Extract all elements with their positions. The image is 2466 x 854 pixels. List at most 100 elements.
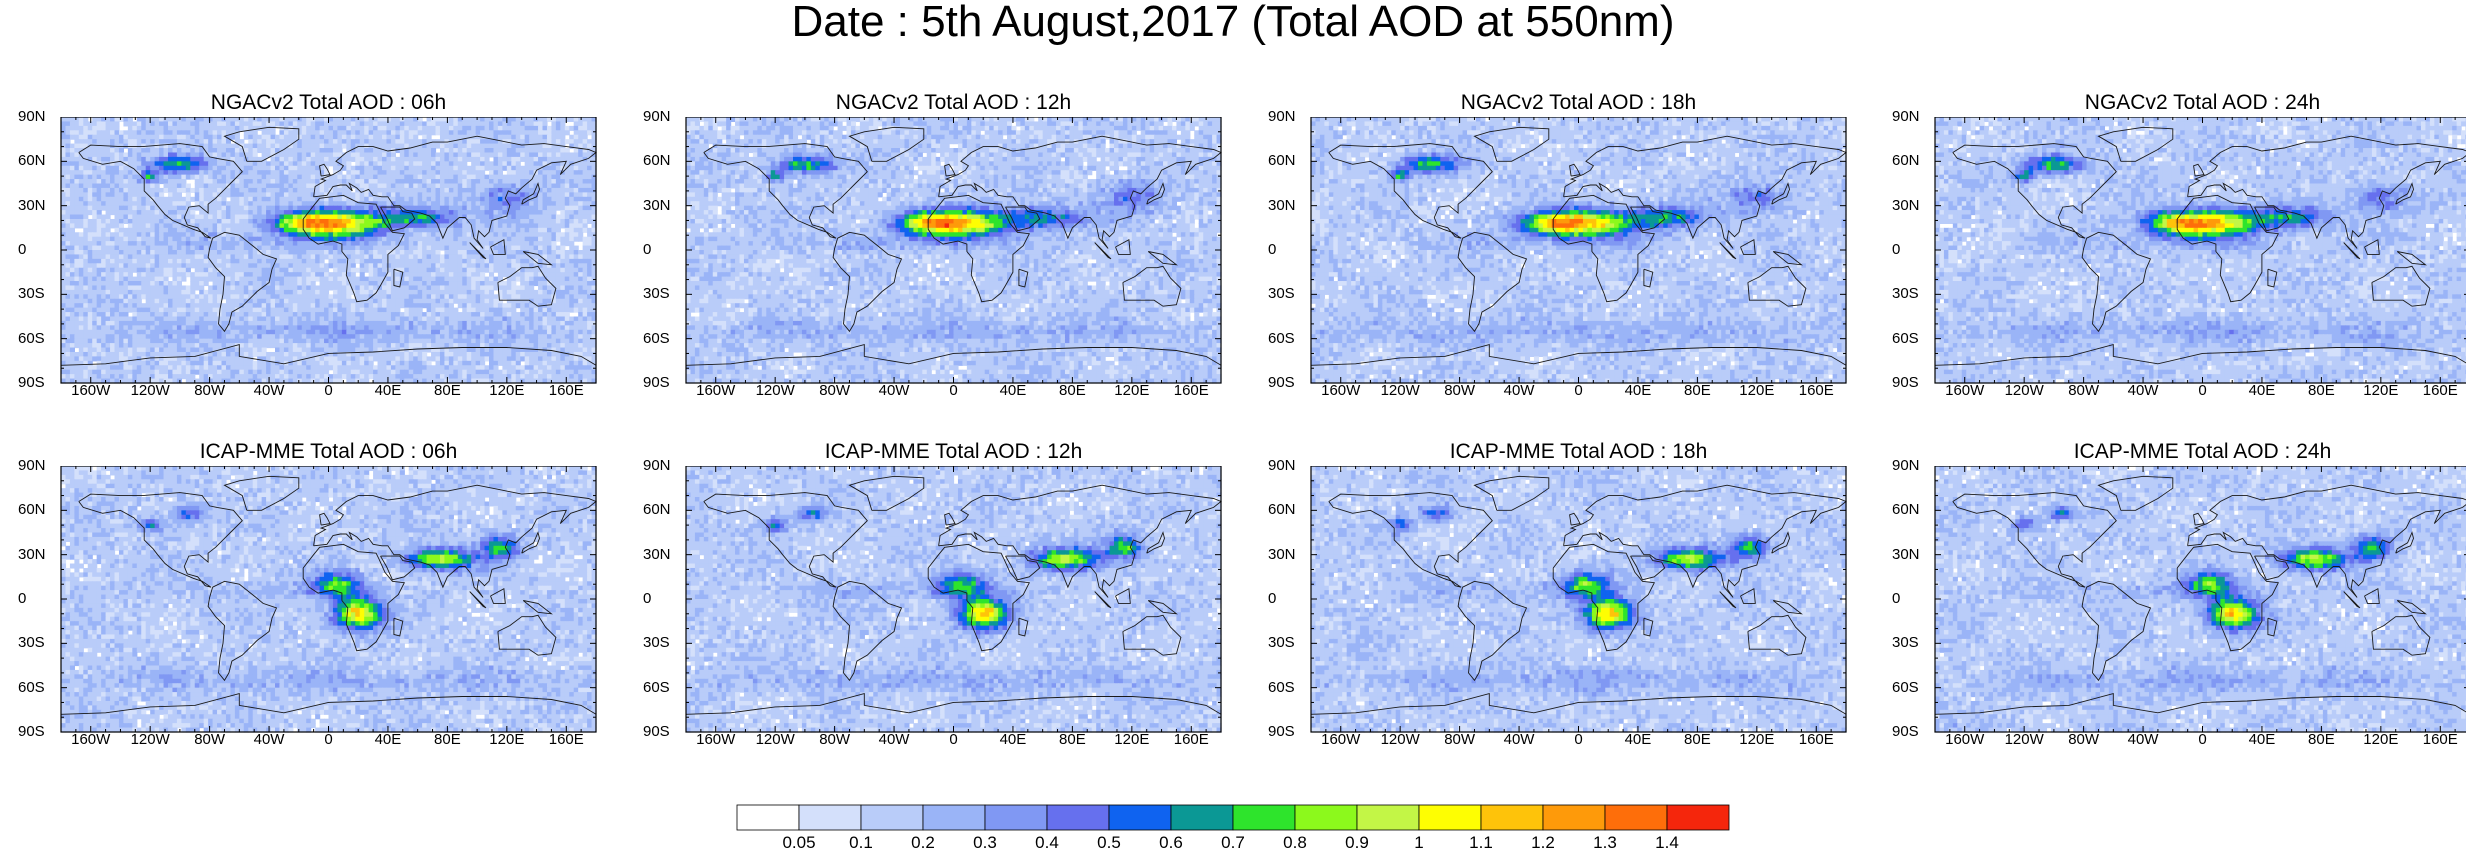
coastline xyxy=(2364,587,2380,604)
lat-tick-label: 60S xyxy=(643,330,671,347)
map-panel: ICAP-MME Total AOD : 18h 90N 60N 30N 0 30S 60S… xyxy=(1268,440,1888,772)
coastline xyxy=(1740,238,1756,255)
aod-field xyxy=(1311,117,1847,384)
lat-tick-label: 60N xyxy=(1268,502,1296,518)
colorbar-swatch xyxy=(860,804,924,831)
lat-tick-label: 30S xyxy=(1892,286,1920,302)
lat-tick-label: 0 xyxy=(18,591,46,607)
lat-tick-label: 60S xyxy=(1892,330,1920,347)
coastline xyxy=(1630,555,1666,581)
coastline xyxy=(1569,512,1581,526)
coastline xyxy=(223,126,300,162)
coastline xyxy=(703,143,868,239)
lat-tick-label: 90N xyxy=(643,109,671,125)
coastline xyxy=(1563,135,1847,249)
lat-tick-label: 90S xyxy=(1268,375,1296,391)
coastline xyxy=(1563,484,1847,598)
colorbar xyxy=(736,804,1730,831)
lon-tick-label: 80E xyxy=(2291,732,2351,748)
lat-tick-label: 90N xyxy=(1892,458,1920,474)
coastline xyxy=(2343,591,2361,609)
lat-tick-label: 0 xyxy=(1268,591,1296,607)
coastline xyxy=(1719,242,1737,260)
lat-tick-label: 30N xyxy=(1268,197,1296,214)
lon-tick-label: 160W xyxy=(61,383,121,399)
lon-tick-label: 160E xyxy=(2410,383,2466,399)
coastline xyxy=(2343,242,2361,260)
tick-marks xyxy=(1934,117,2466,384)
lon-tick-label: 160E xyxy=(1161,383,1221,399)
lon-tick-label: 80E xyxy=(417,383,477,399)
colorbar-swatch xyxy=(1108,804,1172,831)
lon-tick-label: 40E xyxy=(358,383,418,399)
lon-tick-label: 160W xyxy=(1935,383,1995,399)
coastline xyxy=(1630,206,1666,232)
coastlines xyxy=(685,126,1222,366)
map-panel: ICAP-MME Total AOD : 24h 90N 60N 30N 0 30S 60S… xyxy=(1892,440,2466,772)
panel-title: NGACv2 Total AOD : 18h xyxy=(1311,91,1846,115)
coastline xyxy=(60,693,597,715)
coastline xyxy=(207,580,278,682)
coastline xyxy=(2254,206,2290,232)
lon-tick-label: 80W xyxy=(180,732,240,748)
lon-tick-label: 80W xyxy=(1430,732,1490,748)
lon-tick-label: 40E xyxy=(983,383,1043,399)
coastline xyxy=(1772,600,1803,615)
lat-tick-label: 60N xyxy=(18,502,46,518)
coastline xyxy=(1328,143,1493,239)
lon-tick-label: 120E xyxy=(1727,732,1787,748)
coastline xyxy=(1643,268,1654,288)
lon-tick-label: 40W xyxy=(2113,732,2173,748)
lat-tick-label: 0 xyxy=(1892,591,1920,607)
tick-marks xyxy=(1310,466,1847,733)
lon-tick-label: 40E xyxy=(983,732,1043,748)
lat-tick-label: 90S xyxy=(18,724,46,740)
lon-tick-label: 80E xyxy=(1667,383,1727,399)
coastline xyxy=(927,543,1030,652)
coastlines xyxy=(1934,126,2466,366)
coastline xyxy=(1310,344,1847,366)
lon-tick-label: 0 xyxy=(1549,383,1609,399)
lon-tick-label: 160W xyxy=(686,732,746,748)
lon-tick-label: 40E xyxy=(1608,732,1668,748)
lon-tick-label: 40W xyxy=(864,732,924,748)
lon-tick-label: 120W xyxy=(745,383,805,399)
lat-tick-label: 30S xyxy=(643,635,671,651)
lat-tick-label: 60S xyxy=(1268,679,1296,696)
colorbar-swatch xyxy=(1170,804,1234,831)
coastline xyxy=(1005,555,1041,581)
lat-tick-label: 90S xyxy=(643,724,671,740)
lon-tick-label: 0 xyxy=(2173,732,2233,748)
coastline xyxy=(78,143,243,239)
colorbar-label: 0.1 xyxy=(836,834,886,852)
coastline xyxy=(1122,614,1182,656)
tick-marks xyxy=(60,117,597,384)
coastline xyxy=(703,492,868,588)
coastline xyxy=(1772,251,1803,266)
main-title: Date : 5th August,2017 (Total AOD at 550… xyxy=(0,0,2466,44)
aod-map xyxy=(1934,117,2466,384)
coastline xyxy=(380,555,416,581)
coastline xyxy=(1747,265,1807,307)
coastline xyxy=(944,512,956,526)
lat-tick-label: 30S xyxy=(1268,286,1296,302)
coastline xyxy=(319,163,331,177)
map-panel: ICAP-MME Total AOD : 06h 90N 60N 30N 0 30S 60S… xyxy=(18,440,638,772)
lon-tick-label: 0 xyxy=(2173,383,2233,399)
lat-tick-label: 90S xyxy=(1892,375,1920,391)
coastlines xyxy=(1310,475,1847,715)
colorbar-label: 1.1 xyxy=(1456,834,1506,852)
lon-tick-label: 40E xyxy=(2232,383,2292,399)
lon-tick-label: 120E xyxy=(1727,383,1787,399)
lon-tick-label: 40W xyxy=(1489,732,1549,748)
coastline xyxy=(1771,531,1790,554)
colorbar-label: 0.05 xyxy=(774,834,824,852)
coastline xyxy=(490,587,506,604)
lon-tick-label: 80E xyxy=(417,732,477,748)
coastline xyxy=(832,580,903,682)
colorbar-label: 1.3 xyxy=(1580,834,1630,852)
lat-tick-label: 60S xyxy=(1268,330,1296,347)
coastline xyxy=(1740,587,1756,604)
coastline xyxy=(927,194,1030,303)
lon-tick-label: 160E xyxy=(536,732,596,748)
